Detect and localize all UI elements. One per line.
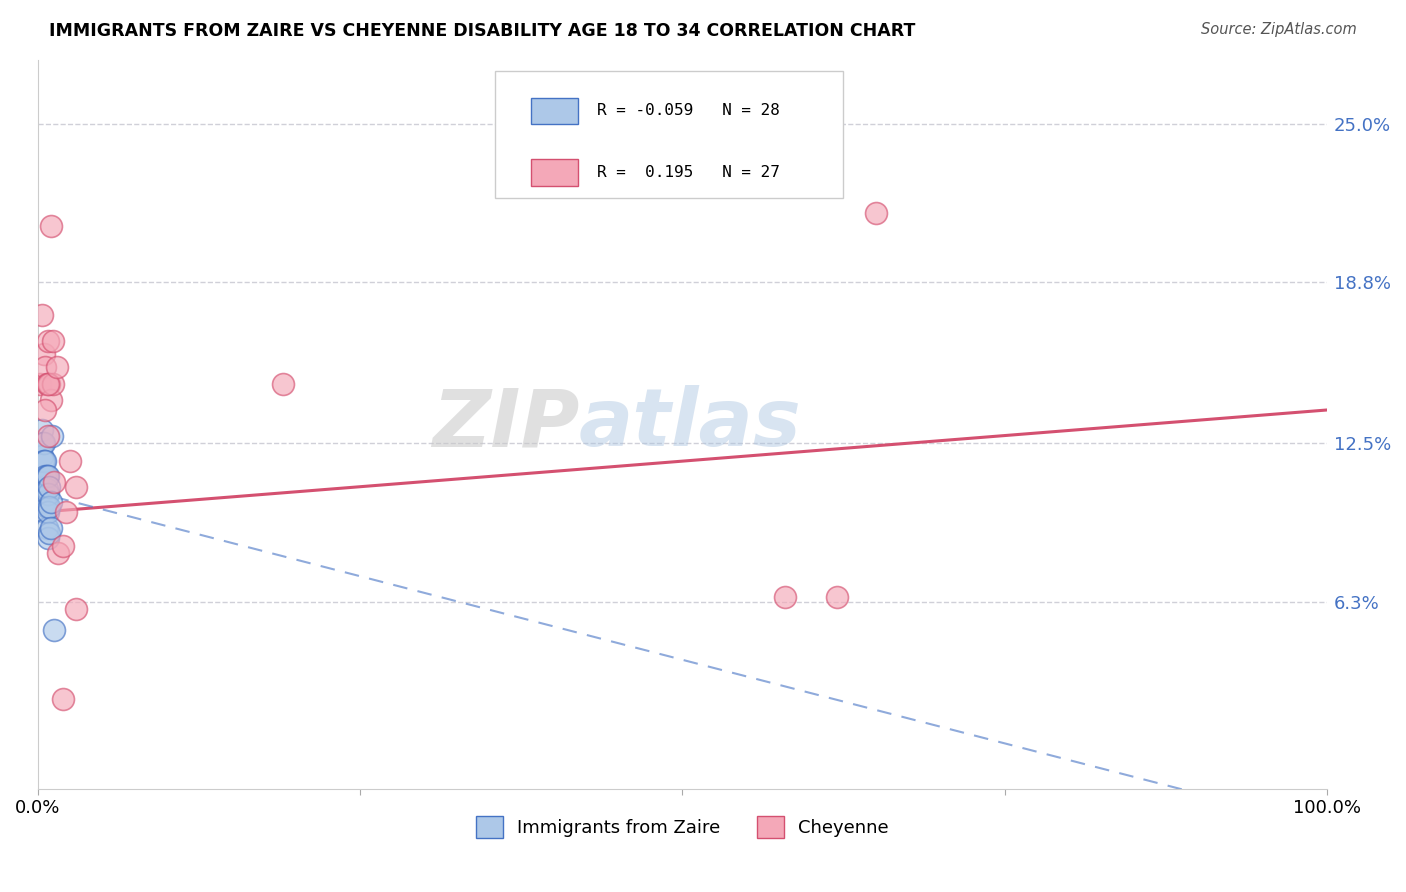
Point — [65, 602, 87, 616]
Point — [39, 219, 62, 233]
Point — [39, 495, 62, 509]
Point — [32, 436, 55, 450]
Legend: Immigrants from Zaire, Cheyenne: Immigrants from Zaire, Cheyenne — [468, 809, 896, 845]
Point — [37, 531, 59, 545]
Point — [34, 359, 56, 374]
Point — [52, 692, 75, 706]
Point — [35, 521, 58, 535]
Point — [34, 505, 56, 519]
Text: ZIP: ZIP — [432, 385, 579, 463]
Point — [38, 525, 60, 540]
Point — [865, 206, 887, 220]
Point — [32, 475, 55, 489]
FancyBboxPatch shape — [495, 70, 844, 198]
Point — [31, 436, 53, 450]
FancyBboxPatch shape — [531, 97, 578, 124]
Point — [55, 505, 77, 519]
Point — [37, 505, 59, 519]
Point — [31, 449, 53, 463]
Point — [35, 377, 58, 392]
Point — [65, 480, 87, 494]
Point — [44, 475, 66, 489]
Point — [38, 377, 60, 392]
Point — [30, 377, 52, 392]
Point — [32, 454, 55, 468]
Point — [37, 428, 59, 442]
FancyBboxPatch shape — [531, 160, 578, 186]
Point — [35, 469, 58, 483]
Point — [825, 590, 848, 604]
Point — [37, 487, 59, 501]
Text: R = -0.059   N = 28: R = -0.059 N = 28 — [598, 103, 780, 118]
Point — [37, 377, 59, 392]
Point — [37, 469, 59, 483]
Point — [46, 359, 69, 374]
Point — [38, 480, 60, 494]
Point — [31, 480, 53, 494]
Point — [34, 403, 56, 417]
Point — [41, 428, 63, 442]
Point — [31, 309, 53, 323]
Point — [32, 347, 55, 361]
Point — [35, 483, 58, 497]
Point — [38, 500, 60, 515]
Point — [31, 424, 53, 438]
Point — [42, 377, 65, 392]
Point — [32, 495, 55, 509]
Point — [52, 539, 75, 553]
Point — [46, 546, 69, 560]
Text: Source: ZipAtlas.com: Source: ZipAtlas.com — [1201, 22, 1357, 37]
Point — [39, 521, 62, 535]
Point — [44, 623, 66, 637]
Point — [31, 454, 53, 468]
Point — [37, 334, 59, 348]
Text: IMMIGRANTS FROM ZAIRE VS CHEYENNE DISABILITY AGE 18 TO 34 CORRELATION CHART: IMMIGRANTS FROM ZAIRE VS CHEYENNE DISABI… — [49, 22, 915, 40]
Point — [34, 454, 56, 468]
Point — [59, 454, 82, 468]
Point — [775, 590, 797, 604]
Point — [34, 469, 56, 483]
Point — [271, 377, 294, 392]
Text: R =  0.195   N = 27: R = 0.195 N = 27 — [598, 165, 780, 180]
Point — [30, 480, 52, 494]
Text: atlas: atlas — [579, 385, 801, 463]
Point — [42, 334, 65, 348]
Point — [39, 392, 62, 407]
Point — [35, 500, 58, 515]
